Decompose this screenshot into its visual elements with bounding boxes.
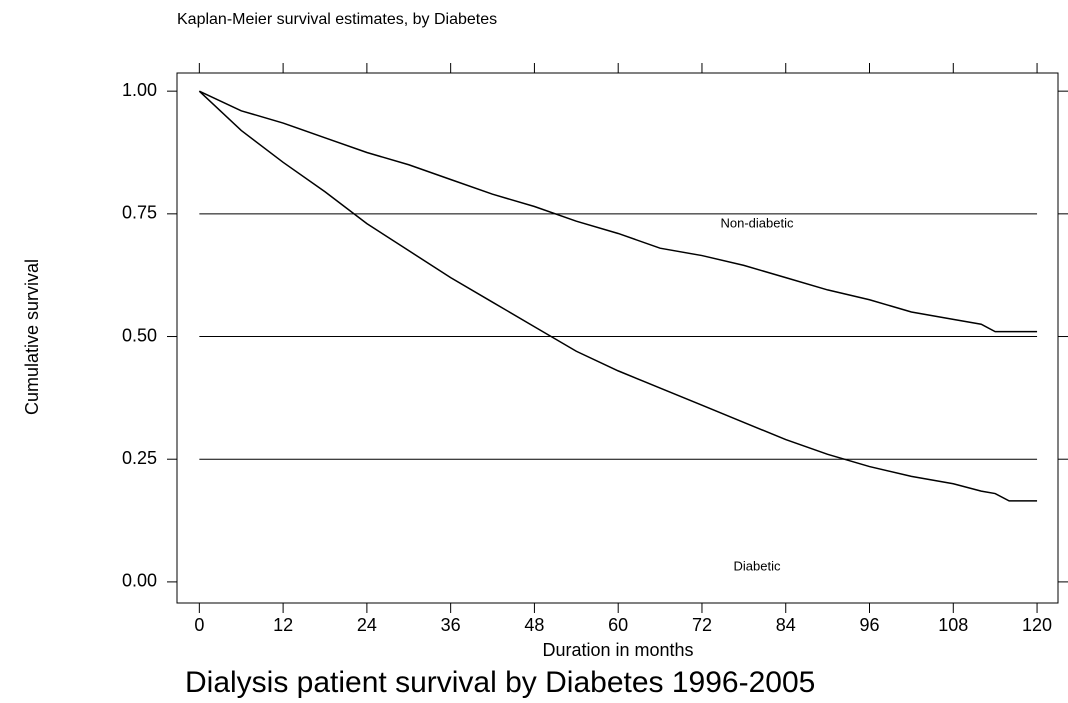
x-tick-label: 96 (859, 615, 879, 635)
y-tick-label: 1.00 (122, 80, 157, 100)
x-tick-label: 60 (608, 615, 628, 635)
survival-line (198, 90, 1038, 502)
y-tick-label: 0.25 (122, 448, 157, 468)
chart-caption: Dialysis patient survival by Diabetes 19… (185, 666, 815, 699)
survival-line (199, 90, 1038, 333)
x-tick-label: 108 (938, 615, 968, 635)
y-tick-label: 0.50 (122, 325, 157, 345)
plot-frame (176, 72, 1059, 604)
x-tick-label: 120 (1022, 615, 1052, 635)
x-tick-label: 72 (692, 615, 712, 635)
x-tick-label: 12 (273, 615, 293, 635)
chart-title: Kaplan-Meier survival estimates, by Diab… (177, 11, 497, 28)
x-tick-label: 48 (524, 615, 544, 635)
y-tick-label: 0.00 (122, 571, 157, 591)
x-tick-label: 0 (194, 615, 204, 635)
y-axis-label: Cumulative survival (22, 259, 42, 415)
x-axis-label: Duration in months (542, 640, 693, 660)
x-tick-label: 36 (441, 615, 461, 635)
x-tick-label: 24 (357, 615, 377, 635)
y-tick-label: 0.75 (122, 203, 157, 223)
annotation: Non-diabetic (721, 215, 794, 230)
x-tick-label: 84 (776, 615, 796, 635)
annotation: Diabetic (734, 558, 781, 573)
